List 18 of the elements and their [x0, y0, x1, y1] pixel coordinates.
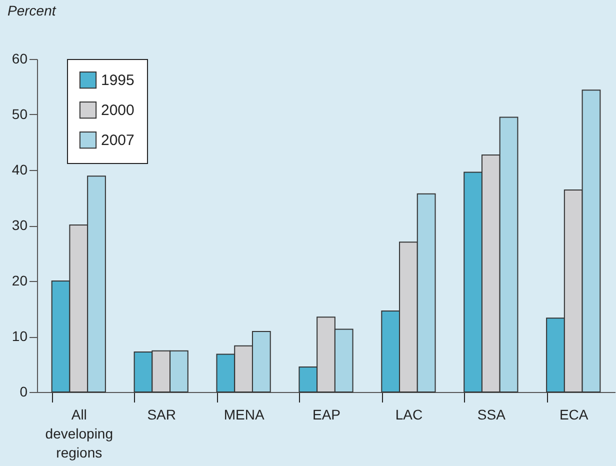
- x-tick-label: SSA: [477, 406, 506, 422]
- y-tick-label: 50: [12, 106, 28, 122]
- x-tick-label: LAC: [395, 406, 423, 422]
- y-tick-label: 10: [12, 328, 28, 344]
- y-tick-label: 20: [12, 272, 28, 288]
- x-tick-label: MENA: [224, 406, 265, 422]
- y-axis-title: Percent: [8, 2, 57, 18]
- x-tick-label: ECA: [559, 406, 589, 422]
- y-tick-label: 30: [12, 217, 28, 233]
- legend-label: 2000: [101, 102, 134, 119]
- legend-label: 1995: [101, 72, 134, 89]
- y-tick-label: 60: [12, 50, 28, 66]
- y-tick-label: 0: [20, 384, 28, 400]
- x-tick-label: SAR: [147, 406, 176, 422]
- y-tick-label: 40: [12, 162, 28, 178]
- x-tick-label: All developing regions: [45, 406, 114, 460]
- x-tick-label: EAP: [312, 406, 341, 422]
- legend-label: 2007: [101, 132, 134, 149]
